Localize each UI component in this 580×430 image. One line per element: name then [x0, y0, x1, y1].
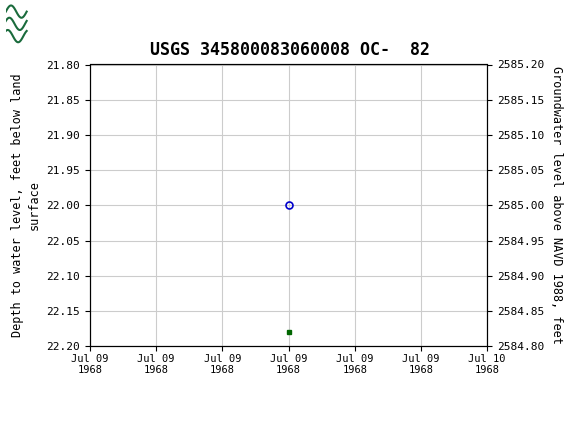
Y-axis label: Depth to water level, feet below land
surface: Depth to water level, feet below land su… [11, 74, 41, 337]
Y-axis label: Groundwater level above NAVD 1988, feet: Groundwater level above NAVD 1988, feet [550, 66, 563, 344]
Text: USGS 345800083060008 OC-  82: USGS 345800083060008 OC- 82 [150, 41, 430, 59]
Bar [6, 3, 27, 44]
Text: USGS: USGS [55, 13, 115, 32]
